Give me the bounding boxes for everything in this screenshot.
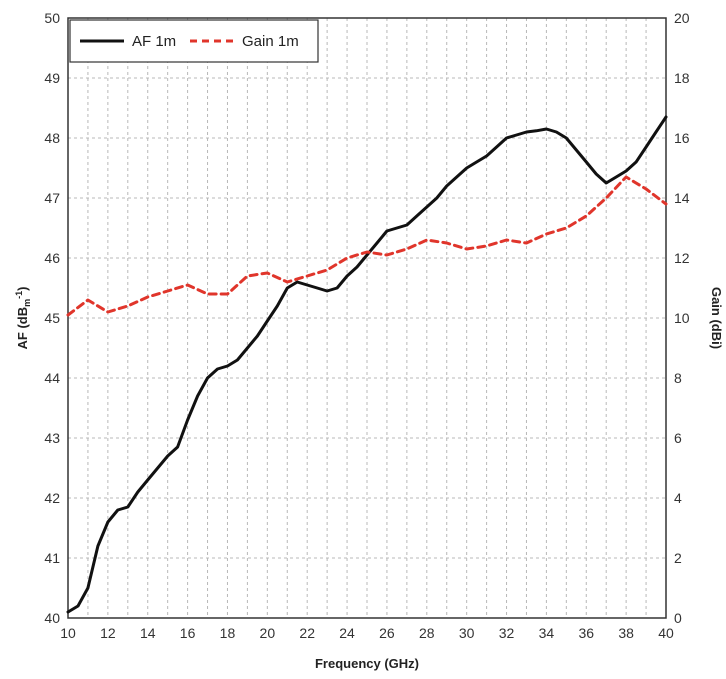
y-right-tick-label: 10 <box>674 310 690 326</box>
y-left-axis-title: AF (dBm-1) <box>14 287 32 350</box>
x-axis-title: Frequency (GHz) <box>315 656 419 671</box>
y-left-tick-labels: 40 41 42 43 44 45 46 47 48 49 50 <box>44 10 60 626</box>
series-lines <box>66 115 668 614</box>
x-tick-label: 22 <box>299 625 315 641</box>
x-tick-label: 32 <box>499 625 515 641</box>
x-tick-label: 20 <box>260 625 276 641</box>
y-right-tick-label: 0 <box>674 610 682 626</box>
x-tick-label: 18 <box>220 625 236 641</box>
x-tick-label: 30 <box>459 625 475 641</box>
y-right-tick-label: 14 <box>674 190 690 206</box>
y-right-tick-label: 20 <box>674 10 690 26</box>
x-tick-label: 36 <box>578 625 594 641</box>
legend: AF 1m Gain 1m <box>69 19 319 63</box>
plot-frame <box>67 17 667 619</box>
x-tick-label: 28 <box>419 625 435 641</box>
x-tick-labels: 10 12 14 16 18 20 22 24 26 28 30 32 34 36 38 40 <box>60 625 674 641</box>
y-left-tick-label: 44 <box>44 370 60 386</box>
x-tick-label: 16 <box>180 625 196 641</box>
y-right-tick-label: 4 <box>674 490 682 506</box>
y-left-tick-label: 45 <box>44 310 60 326</box>
y-right-tick-label: 6 <box>674 430 682 446</box>
y-left-tick-label: 50 <box>44 10 60 26</box>
x-tick-label: 14 <box>140 625 156 641</box>
y-left-tick-label: 49 <box>44 70 60 86</box>
y-right-axis-title: Gain (dBi) <box>709 287 724 349</box>
x-tick-label: 26 <box>379 625 395 641</box>
y-left-tick-label: 48 <box>44 130 60 146</box>
series-line-af <box>66 115 668 614</box>
x-tick-label: 24 <box>339 625 355 641</box>
y-left-tick-label: 42 <box>44 490 60 506</box>
x-tick-label: 34 <box>539 625 555 641</box>
y-left-tick-label: 40 <box>44 610 60 626</box>
y-left-tick-label: 46 <box>44 250 60 266</box>
y-right-tick-labels: 0 2 4 6 8 10 12 14 16 18 20 <box>674 10 690 626</box>
y-right-tick-label: 16 <box>674 130 690 146</box>
y-right-tick-label: 2 <box>674 550 682 566</box>
x-tick-label: 12 <box>100 625 116 641</box>
x-tick-label: 10 <box>60 625 76 641</box>
y-right-tick-label: 8 <box>674 370 682 386</box>
grid <box>68 18 666 618</box>
x-tick-label: 38 <box>618 625 634 641</box>
x-tick-label: 40 <box>658 625 674 641</box>
y-left-tick-label: 41 <box>44 550 60 566</box>
legend-label-af: AF 1m <box>132 33 176 50</box>
y-right-tick-label: 18 <box>674 70 690 86</box>
series-line-gain <box>66 175 668 317</box>
y-left-tick-label: 43 <box>44 430 60 446</box>
legend-label-gain: Gain 1m <box>242 33 299 50</box>
y-left-tick-label: 47 <box>44 190 60 206</box>
y-right-tick-label: 12 <box>674 250 690 266</box>
